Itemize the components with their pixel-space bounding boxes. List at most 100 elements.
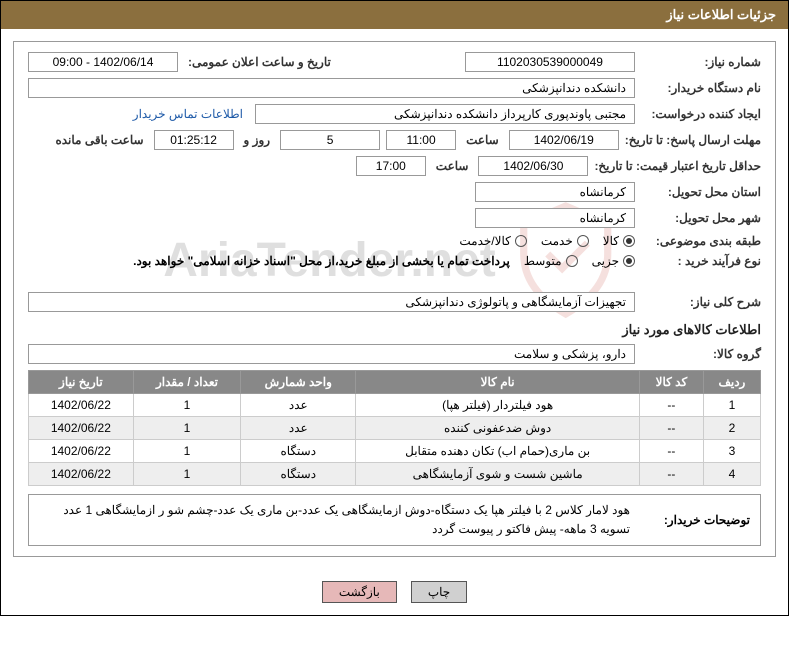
- table-row: 3--بن ماری(حمام اب) تکان دهنده متقابلدست…: [29, 440, 761, 463]
- buyer-description-box: توضیحات خریدار: هود لامار کلاس 2 با فیلت…: [28, 494, 761, 546]
- table-cell: هود فیلتردار (فیلتر هپا): [356, 394, 640, 417]
- table-header-cell: تاریخ نیاز: [29, 371, 134, 394]
- table-cell: 4: [703, 463, 760, 486]
- button-row: چاپ بازگشت: [1, 569, 788, 615]
- table-cell: 1: [133, 463, 241, 486]
- table-cell: 2: [703, 417, 760, 440]
- table-header-cell: ردیف: [703, 371, 760, 394]
- row-validity: حداقل تاریخ اعتبار قیمت: تا تاریخ: 1402/…: [28, 156, 761, 176]
- radio-icon: [623, 235, 635, 247]
- category-radio-group: کالا خدمت کالا/خدمت: [459, 234, 635, 248]
- province-value: کرمانشاه: [475, 182, 635, 202]
- buyer-contact-link[interactable]: اطلاعات تماس خریدار: [127, 107, 249, 121]
- overview-value: تجهیزات آزمایشگاهی و پاتولوژی دندانپزشکی: [28, 292, 635, 312]
- goods-group-value: دارو، پزشکی و سلامت: [28, 344, 635, 364]
- overview-label: شرح کلی نیاز:: [641, 295, 761, 309]
- row-category: طبقه بندی موضوعی: کالاخدمتکالا/خدمت: [28, 234, 761, 248]
- table-cell: 3: [703, 440, 760, 463]
- radio-label: خدمت: [541, 234, 573, 248]
- requester-value: مجتبی پاوندپوری کارپرداز دانشکده دندانپز…: [255, 104, 635, 124]
- table-row: 4--ماشین شست و شوی آزمایشگاهیدستگاه11402…: [29, 463, 761, 486]
- remaining-label: ساعت باقی مانده: [51, 133, 147, 147]
- table-cell: بن ماری(حمام اب) تکان دهنده متقابل: [356, 440, 640, 463]
- validity-time: 17:00: [356, 156, 426, 176]
- table-cell: ماشین شست و شوی آزمایشگاهی: [356, 463, 640, 486]
- radio-icon: [515, 235, 527, 247]
- main-panel: جزئیات اطلاعات نیاز شماره نیاز: 11020305…: [0, 0, 789, 616]
- table-cell: 1402/06/22: [29, 394, 134, 417]
- validity-label: حداقل تاریخ اعتبار قیمت: تا تاریخ:: [594, 159, 761, 173]
- table-row: 1--هود فیلتردار (فیلتر هپا)عدد11402/06/2…: [29, 394, 761, 417]
- table-cell: --: [639, 463, 703, 486]
- announce-label: تاریخ و ساعت اعلان عمومی:: [184, 55, 335, 69]
- table-cell: 1: [133, 417, 241, 440]
- radio-icon: [577, 235, 589, 247]
- category-option-1[interactable]: خدمت: [541, 234, 589, 248]
- table-cell: دستگاه: [241, 440, 356, 463]
- city-value: کرمانشاه: [475, 208, 635, 228]
- table-cell: عدد: [241, 394, 356, 417]
- details-panel: شماره نیاز: 1102030539000049 تاریخ و ساع…: [13, 41, 776, 557]
- category-option-0[interactable]: کالا: [603, 234, 635, 248]
- table-cell: 1402/06/22: [29, 440, 134, 463]
- row-overview: شرح کلی نیاز: تجهیزات آزمایشگاهی و پاتول…: [28, 292, 761, 312]
- announce-value: 1402/06/14 - 09:00: [28, 52, 178, 72]
- need-number-label: شماره نیاز:: [641, 55, 761, 69]
- panel-title: جزئیات اطلاعات نیاز: [666, 7, 776, 22]
- category-option-2[interactable]: کالا/خدمت: [459, 234, 526, 248]
- table-row: 2--دوش ضدعفونی کنندهعدد11402/06/22: [29, 417, 761, 440]
- panel-header: جزئیات اطلاعات نیاز: [1, 1, 788, 29]
- table-cell: 1: [703, 394, 760, 417]
- process-option-1[interactable]: متوسط: [524, 254, 578, 268]
- table-cell: دوش ضدعفونی کننده: [356, 417, 640, 440]
- need-number-value: 1102030539000049: [465, 52, 635, 72]
- process-label: نوع فرآیند خرید :: [641, 254, 761, 268]
- radio-label: کالا: [603, 234, 619, 248]
- row-need-number: شماره نیاز: 1102030539000049 تاریخ و ساع…: [28, 52, 761, 72]
- table-cell: 1402/06/22: [29, 417, 134, 440]
- goods-group-label: گروه کالا:: [641, 347, 761, 361]
- table-header-cell: کد کالا: [639, 371, 703, 394]
- row-requester: ایجاد کننده درخواست: مجتبی پاوندپوری کار…: [28, 104, 761, 124]
- print-button[interactable]: چاپ: [411, 581, 467, 603]
- radio-label: جزیی: [592, 254, 619, 268]
- table-cell: --: [639, 417, 703, 440]
- deadline-time-label: ساعت: [462, 133, 503, 147]
- validity-time-label: ساعت: [432, 159, 473, 173]
- row-province: استان محل تحویل: کرمانشاه: [28, 182, 761, 202]
- requester-label: ایجاد کننده درخواست:: [641, 107, 761, 121]
- row-deadline: مهلت ارسال پاسخ: تا تاریخ: 1402/06/19 سا…: [28, 130, 761, 150]
- table-body: 1--هود فیلتردار (فیلتر هپا)عدد11402/06/2…: [29, 394, 761, 486]
- process-radio-group: جزیی متوسط: [524, 254, 635, 268]
- radio-icon: [623, 255, 635, 267]
- table-cell: --: [639, 394, 703, 417]
- goods-section-title: اطلاعات کالاهای مورد نیاز: [28, 322, 761, 338]
- table-cell: عدد: [241, 417, 356, 440]
- goods-table: ردیفکد کالانام کالاواحد شمارشتعداد / مقد…: [28, 370, 761, 486]
- payment-note: پرداخت تمام یا بخشی از مبلغ خرید،از محل …: [133, 254, 518, 268]
- deadline-time: 11:00: [386, 130, 456, 150]
- deadline-date: 1402/06/19: [509, 130, 619, 150]
- table-cell: 1402/06/22: [29, 463, 134, 486]
- buyer-desc-label: توضیحات خریدار:: [640, 513, 750, 527]
- days-and-label: روز و: [240, 133, 275, 147]
- table-header-cell: تعداد / مقدار: [133, 371, 241, 394]
- countdown: 01:25:12: [154, 130, 234, 150]
- province-label: استان محل تحویل:: [641, 185, 761, 199]
- table-cell: دستگاه: [241, 463, 356, 486]
- table-header-cell: نام کالا: [356, 371, 640, 394]
- row-goods-group: گروه کالا: دارو، پزشکی و سلامت: [28, 344, 761, 364]
- radio-icon: [566, 255, 578, 267]
- row-buyer-org: نام دستگاه خریدار: دانشکده دندانپزشکی: [28, 78, 761, 98]
- process-option-0[interactable]: جزیی: [592, 254, 635, 268]
- row-process: نوع فرآیند خرید : جزیی متوسط پرداخت تمام …: [28, 254, 761, 268]
- buyer-desc-text: هود لامار کلاس 2 با فیلتر هپا یک دستگاه-…: [39, 501, 630, 539]
- table-cell: 1: [133, 394, 241, 417]
- buyer-org-value: دانشکده دندانپزشکی: [28, 78, 635, 98]
- radio-label: کالا/خدمت: [459, 234, 510, 248]
- deadline-label: مهلت ارسال پاسخ: تا تاریخ:: [625, 133, 761, 147]
- table-header-row: ردیفکد کالانام کالاواحد شمارشتعداد / مقد…: [29, 371, 761, 394]
- table-cell: --: [639, 440, 703, 463]
- city-label: شهر محل تحویل:: [641, 211, 761, 225]
- back-button[interactable]: بازگشت: [322, 581, 397, 603]
